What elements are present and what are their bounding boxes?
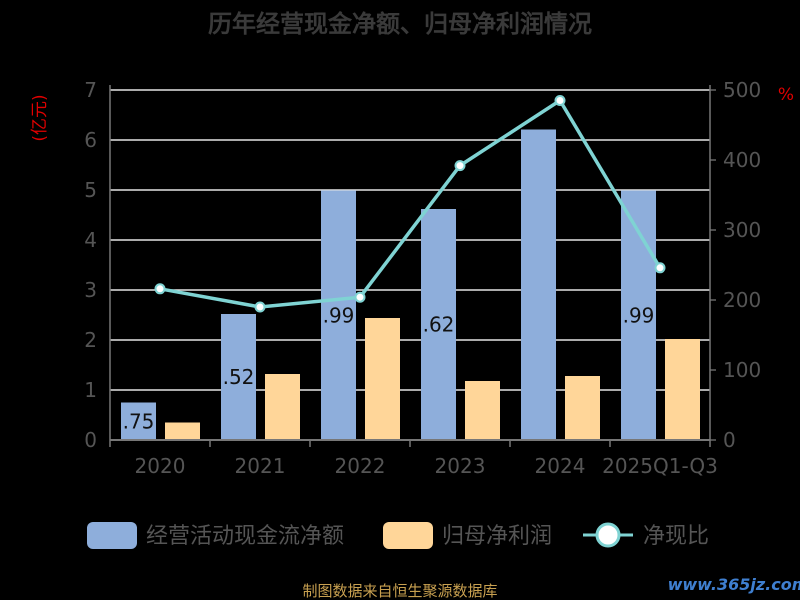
watermark: www.365jz.com: [668, 575, 800, 594]
left-tick-label: 3: [84, 278, 97, 302]
gridlines: [110, 89, 710, 391]
chart-title: 历年经营现金净额、归母净利润情况: [208, 10, 592, 38]
legend-label-ratio: 净现比: [643, 524, 709, 549]
x-tick-label: 2022: [335, 454, 386, 478]
left-axis-unit: (亿元): [30, 94, 50, 141]
source-note: 制图数据来自恒生聚源数据库: [302, 582, 497, 600]
x-tick-label: 2021: [235, 454, 286, 478]
ratio-point: [154, 283, 166, 295]
ratio-point: [454, 160, 466, 172]
left-tick-label: 2: [84, 328, 97, 352]
ratio-line-path: [159, 98, 662, 309]
bar-net-profit: [165, 422, 200, 440]
x-tick-label: 2025Q1-Q3: [602, 454, 718, 478]
right-tick-label: 300: [723, 218, 761, 242]
legend-label-cashflow: 经营活动现金流净额: [146, 524, 344, 549]
bar-net-profit: [465, 381, 500, 440]
right-tick-label: 0: [723, 428, 736, 452]
right-axis-unit: %: [778, 85, 794, 105]
bars: .75 .52 .99 .62 .99: [121, 129, 700, 440]
x-tick-label: 2020: [135, 454, 186, 478]
left-tick-label: 4: [84, 228, 97, 252]
legend-label-net-profit: 归母净利润: [442, 524, 552, 549]
left-tick-label: 1: [84, 378, 97, 402]
right-tick-label: 400: [723, 148, 761, 172]
left-tick-label: 6: [84, 128, 97, 152]
bar-value-label: .99: [323, 303, 355, 327]
tick-labels: 0 1 2 3 4 5 6 7 0 100 200 300 400 500 2020 2021 2022 2023…: [84, 78, 761, 478]
left-tick-label: 7: [84, 78, 97, 102]
legend-marker-ratio: [595, 522, 621, 548]
bar-cashflow: [421, 209, 456, 440]
left-tick-label: 5: [84, 178, 97, 202]
axes: [109, 85, 716, 447]
bar-value-label: .75: [123, 409, 155, 433]
bar-cashflow: [221, 314, 256, 440]
bar-cashflow: [321, 190, 356, 440]
bar-net-profit: [665, 339, 700, 440]
legend-swatch-cashflow: [87, 522, 137, 549]
right-tick-label: 100: [723, 358, 761, 382]
right-tick-label: 200: [723, 288, 761, 312]
left-tick-label: 0: [84, 428, 97, 452]
bar-net-profit: [265, 374, 300, 440]
right-tick-label: 500: [723, 78, 761, 102]
x-tick-label: 2023: [435, 454, 486, 478]
bar-net-profit: [565, 376, 600, 440]
bar-cashflow: [121, 402, 156, 440]
x-tick-label: 2024: [535, 454, 586, 478]
bar-value-label: .62: [423, 313, 455, 337]
bar-value-label: .99: [623, 303, 655, 327]
ratio-point: [354, 291, 366, 303]
legend-swatch-net-profit: [383, 522, 433, 549]
bar-cashflow: [521, 129, 556, 440]
bar-value-label: .52: [223, 365, 255, 389]
bar-net-profit: [365, 318, 400, 440]
ratio-point: [654, 262, 666, 274]
legend: 经营活动现金流净额 归母净利润 净现比: [87, 522, 709, 549]
ratio-line: [154, 95, 666, 313]
ratio-point: [254, 301, 266, 313]
ratio-point: [554, 95, 566, 106]
